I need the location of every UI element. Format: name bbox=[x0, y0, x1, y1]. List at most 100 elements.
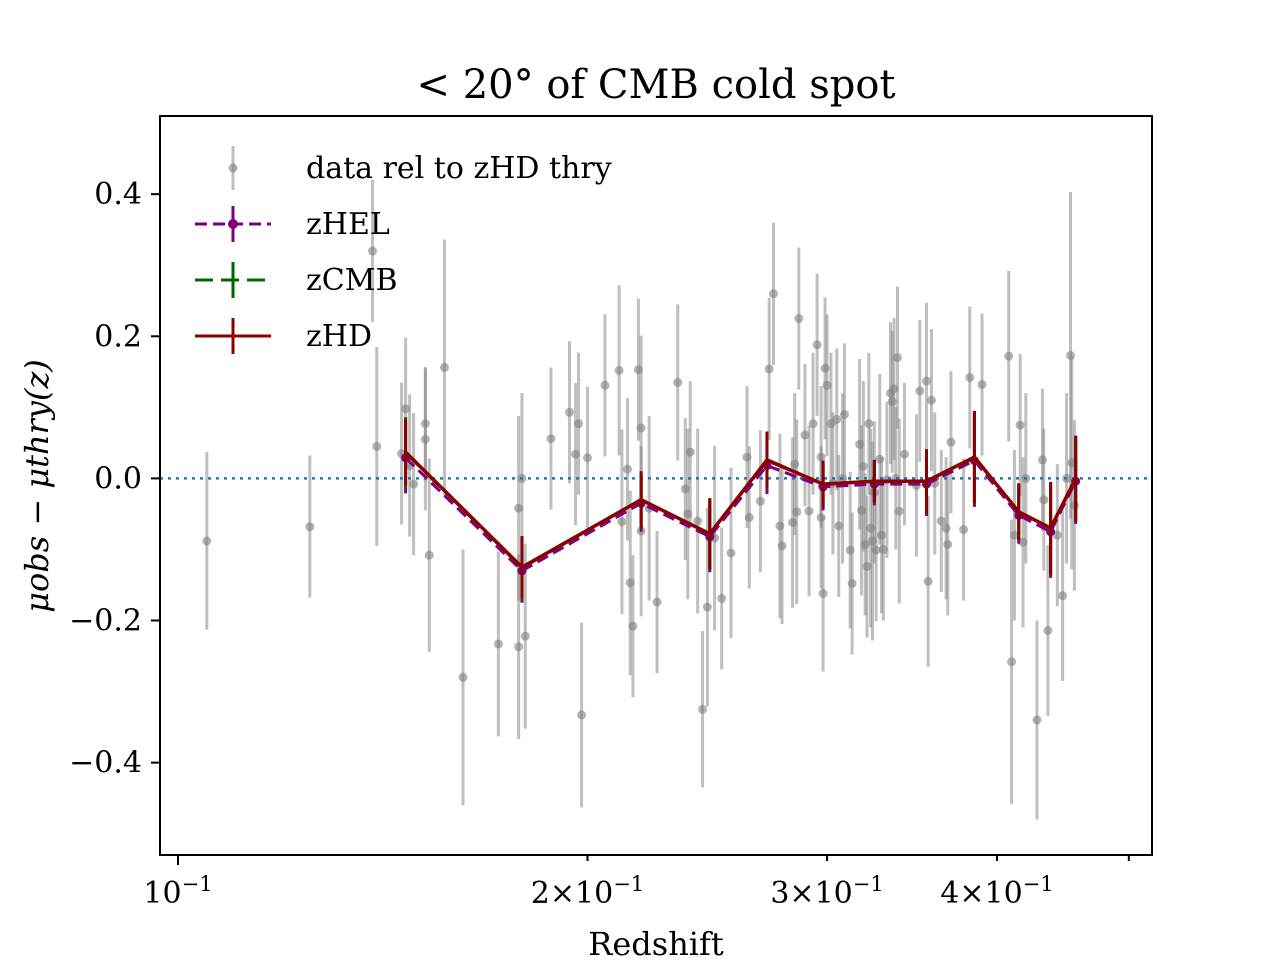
data-point-43 bbox=[717, 593, 727, 603]
data-point-25 bbox=[614, 365, 624, 375]
data-point-56 bbox=[800, 430, 810, 440]
x-tick-label-1: 2×10−1 bbox=[531, 872, 644, 911]
legend-label: zHD bbox=[306, 319, 372, 354]
data-point-11 bbox=[439, 363, 449, 373]
legend-entry-zcmb: zCMB bbox=[195, 262, 398, 298]
y-tick-label-0: 0.4 bbox=[94, 177, 142, 212]
data-point-0 bbox=[202, 536, 212, 546]
data-point-104 bbox=[959, 525, 969, 535]
y-tick-label-3: −0.2 bbox=[69, 604, 142, 639]
data-point-1 bbox=[305, 522, 315, 532]
data-point-109 bbox=[1009, 530, 1019, 540]
legend: data rel to zHD thry zHEL zCMB zHD bbox=[195, 146, 612, 354]
data-point-106 bbox=[977, 380, 987, 390]
data-point-21 bbox=[574, 419, 584, 429]
x-tick-label-3: 4×10−1 bbox=[940, 872, 1053, 911]
data-point-113 bbox=[1032, 715, 1042, 725]
chart-title: < 20° of CMB cold spot bbox=[416, 62, 895, 108]
y-tick-label-1: 0.2 bbox=[94, 319, 142, 354]
data-point-64 bbox=[822, 380, 832, 390]
legend-entry-zhel: zHEL bbox=[195, 206, 390, 242]
data-point-38 bbox=[685, 447, 695, 457]
zhd-line bbox=[404, 450, 1078, 569]
legend-marker-point bbox=[228, 219, 238, 229]
data-point-101 bbox=[941, 523, 951, 533]
y-axis-label: μobs − μthry(z) bbox=[18, 359, 56, 613]
data-point-115 bbox=[1039, 495, 1049, 505]
data-point-62 bbox=[818, 589, 828, 599]
zhel-line bbox=[404, 456, 1078, 573]
data-point-49 bbox=[768, 289, 778, 299]
data-point-75 bbox=[858, 461, 868, 471]
data-point-10 bbox=[424, 550, 434, 560]
data-point-18 bbox=[546, 434, 556, 444]
plot-area bbox=[160, 179, 1152, 820]
data-point-107 bbox=[1004, 351, 1014, 361]
data-point-78 bbox=[864, 419, 874, 429]
data-point-54 bbox=[792, 507, 802, 517]
data-point-47 bbox=[755, 496, 765, 506]
data-point-24 bbox=[600, 380, 610, 390]
y-tick-label-2: 0.0 bbox=[94, 461, 142, 496]
data-point-35 bbox=[673, 377, 683, 387]
data-point-102 bbox=[943, 539, 953, 549]
y-tick-label-4: −0.4 bbox=[69, 746, 142, 781]
data-point-51 bbox=[777, 541, 787, 551]
data-point-68 bbox=[834, 521, 844, 531]
data-point-103 bbox=[946, 437, 956, 447]
data-point-57 bbox=[804, 506, 814, 516]
data-point-17 bbox=[520, 631, 530, 641]
legend-label: zCMB bbox=[306, 263, 398, 298]
data-point-2 bbox=[368, 246, 378, 256]
plot-frame bbox=[159, 115, 1153, 856]
data-point-118 bbox=[1058, 591, 1068, 601]
data-point-67 bbox=[832, 414, 842, 424]
data-point-96 bbox=[921, 376, 931, 386]
data-point-55 bbox=[794, 314, 804, 324]
data-point-12 bbox=[458, 672, 468, 682]
data-point-92 bbox=[894, 506, 904, 516]
plot-content bbox=[160, 179, 1152, 820]
data-point-93 bbox=[899, 449, 909, 459]
legend-entry-zhd: zHD bbox=[195, 318, 372, 354]
data-point-34 bbox=[652, 597, 662, 607]
data-point-82 bbox=[871, 545, 881, 555]
data-point-26 bbox=[617, 517, 627, 527]
data-point-44 bbox=[726, 548, 736, 558]
data-point-100 bbox=[936, 516, 946, 526]
data-point-116 bbox=[1043, 625, 1053, 635]
data-point-29 bbox=[628, 621, 638, 631]
data-point-117 bbox=[1052, 530, 1062, 540]
legend-entry-data: data rel to zHD thry bbox=[228, 146, 612, 190]
x-tick-label-2: 3×10−1 bbox=[770, 872, 883, 911]
legend-marker-point bbox=[228, 163, 238, 173]
data-point-23 bbox=[582, 453, 592, 463]
data-point-31 bbox=[636, 423, 646, 433]
data-point-91 bbox=[892, 353, 902, 363]
data-point-70 bbox=[840, 409, 850, 419]
data-point-40 bbox=[698, 704, 708, 714]
data-point-72 bbox=[847, 579, 857, 589]
data-point-41 bbox=[702, 602, 712, 612]
data-point-3 bbox=[372, 441, 382, 451]
x-axis-label: Redshift bbox=[588, 925, 724, 960]
data-point-27 bbox=[622, 464, 632, 474]
data-point-110 bbox=[1015, 420, 1025, 430]
data-point-9 bbox=[420, 434, 430, 444]
data-point-58 bbox=[808, 419, 818, 429]
legend-label: data rel to zHD thry bbox=[306, 151, 612, 186]
y-axis-label-group: μobs − μthry(z) bbox=[18, 359, 56, 613]
data-point-46 bbox=[744, 512, 754, 522]
data-point-48 bbox=[764, 364, 774, 374]
x-tick-label-0: 10−1 bbox=[143, 872, 212, 911]
legend-label: zHEL bbox=[306, 207, 390, 242]
data-point-19 bbox=[565, 407, 575, 417]
axis-ticks: 0.4 0.2 0.0 −0.2 −0.4 10−1 2×10−1 3×10−1 4×10−1 bbox=[69, 177, 1130, 911]
data-point-59 bbox=[812, 340, 822, 350]
data-point-5 bbox=[401, 404, 411, 414]
data-point-98 bbox=[926, 395, 936, 405]
data-point-13 bbox=[493, 639, 503, 649]
data-point-105 bbox=[965, 372, 975, 382]
data-point-22 bbox=[577, 710, 587, 720]
